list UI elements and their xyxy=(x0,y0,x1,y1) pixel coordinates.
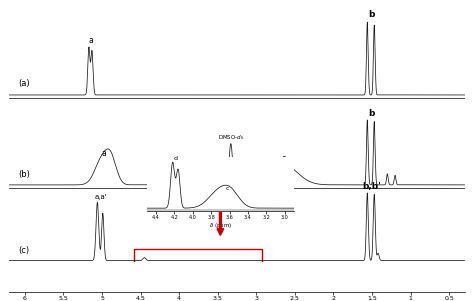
Text: c: c xyxy=(281,154,285,163)
Bar xyxy=(135,249,262,265)
Text: (c): (c) xyxy=(18,246,30,255)
X-axis label: $\delta$ (ppm): $\delta$ (ppm) xyxy=(209,221,232,230)
Text: DMSO-$d_6$: DMSO-$d_6$ xyxy=(218,133,244,142)
Text: b: b xyxy=(368,109,374,118)
Text: a: a xyxy=(101,149,106,158)
Text: b: b xyxy=(368,10,374,19)
Text: a: a xyxy=(88,36,93,45)
Text: c: c xyxy=(226,186,229,191)
Text: (a): (a) xyxy=(18,79,30,88)
Text: b,b': b,b' xyxy=(362,182,381,191)
Text: a,a': a,a' xyxy=(94,194,107,200)
Text: (b): (b) xyxy=(18,170,30,179)
Text: d: d xyxy=(173,156,177,161)
